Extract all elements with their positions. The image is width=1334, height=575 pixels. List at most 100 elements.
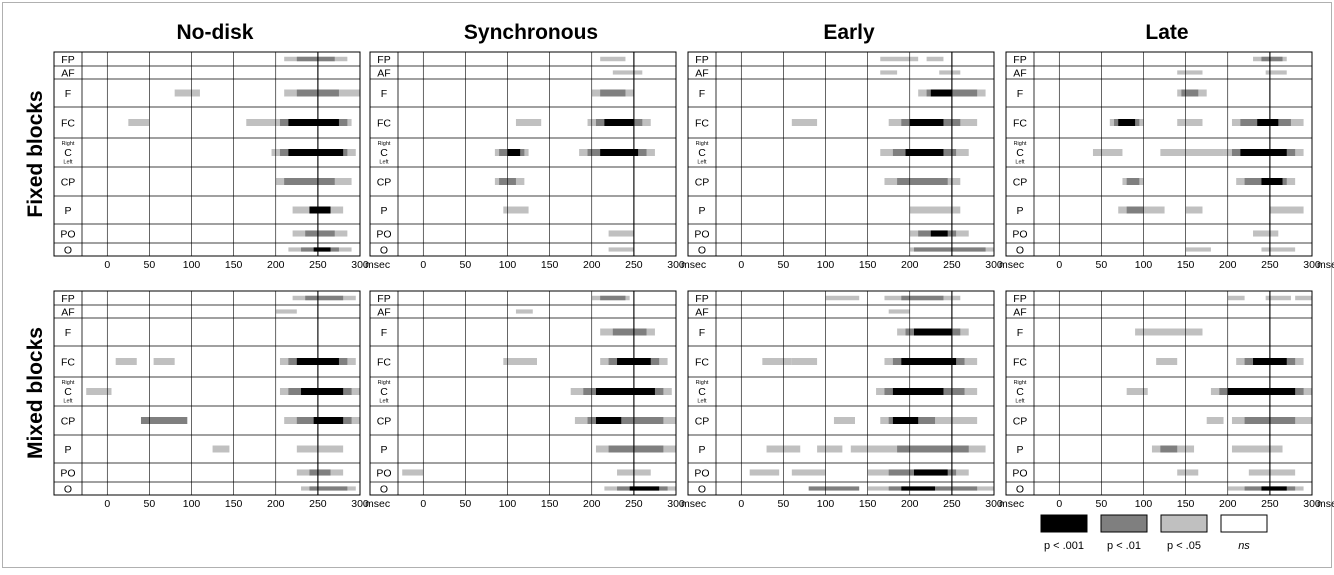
row-label-o: O [1016, 483, 1024, 495]
sig-bar-o-p01 [309, 486, 348, 491]
x-tick-label: 0 [1056, 259, 1062, 271]
row-label-fp: FP [61, 293, 74, 305]
sig-bar-fc-p05 [791, 119, 818, 126]
row-label-cp: CP [377, 415, 392, 427]
row-label-fc: FC [61, 117, 75, 129]
row-label-f: F [381, 88, 387, 100]
row-label-f: F [1017, 88, 1023, 100]
row-label-right: Right [696, 141, 709, 147]
row-label-fp: FP [695, 293, 708, 305]
sig-bar-fc-p05 [128, 119, 150, 126]
sig-bar-fp-p01 [296, 56, 335, 62]
sig-bar-c-p05 [1092, 149, 1123, 156]
row-label-f: F [65, 88, 71, 100]
sig-bar-o-p01 [808, 486, 860, 491]
sig-bar-cp-p01 [1126, 178, 1140, 185]
x-tick-label: 250 [1261, 498, 1279, 510]
x-unit-label: msec [1317, 259, 1334, 271]
legend-label-p01: p < .01 [1107, 540, 1141, 552]
sig-bar-p-p05 [503, 206, 529, 214]
row-label-o: O [64, 244, 72, 256]
sig-bar-cp-p001 [595, 417, 622, 424]
row-label-po: PO [376, 467, 391, 479]
x-tick-label: 50 [144, 498, 156, 510]
row-label-p: P [1016, 205, 1023, 217]
row-label-c: C [698, 386, 706, 398]
row-label-left: Left [697, 399, 707, 405]
row-label-af: AF [61, 306, 74, 318]
panel-border [369, 290, 677, 496]
row-label-cp: CP [695, 415, 710, 427]
sig-bar-f-p001 [930, 89, 952, 97]
x-tick-label: 150 [1177, 259, 1195, 271]
x-tick-label: 50 [778, 498, 790, 510]
x-unit-label: msec [681, 498, 706, 510]
sig-bar-fp-p05 [1227, 295, 1245, 301]
sig-bar-fc-p05 [791, 358, 818, 365]
sig-bar-p-p05 [1185, 206, 1203, 214]
x-tick-label: 0 [104, 498, 110, 510]
row-label-right: Right [378, 380, 391, 386]
block-title-fixed-blocks: Fixed blocks [24, 90, 47, 217]
sig-bar-cp-p01 [587, 417, 664, 424]
x-unit-label: msec [365, 259, 390, 271]
sig-bar-o-p01 [913, 247, 986, 252]
row-label-po: PO [694, 467, 709, 479]
x-unit-label: msec [1317, 498, 1334, 510]
x-tick-label: 150 [225, 259, 243, 271]
sig-bar-f-p001 [913, 328, 952, 336]
sig-bar-o-p05 [1261, 247, 1296, 252]
x-tick-label: 300 [985, 498, 1003, 510]
row-label-cp: CP [377, 176, 392, 188]
x-tick-label: 50 [460, 259, 472, 271]
sig-bar-fc-p05 [115, 358, 137, 365]
sig-bar-c-p001 [288, 149, 344, 156]
x-tick-label: 200 [1219, 498, 1237, 510]
x-tick-label: 100 [1135, 259, 1153, 271]
condition-title-synchronous: Synchronous [464, 21, 598, 44]
legend-swatch-p01 [1100, 514, 1148, 533]
row-label-f: F [65, 327, 71, 339]
sig-bar-c-p05 [86, 388, 112, 395]
sig-bar-cp-p01 [140, 417, 188, 424]
x-tick-label: 0 [738, 498, 744, 510]
panel-border [687, 51, 995, 257]
x-tick-label: 100 [183, 498, 201, 510]
sig-bar-af-p05 [275, 309, 297, 314]
sig-bar-f-p05 [334, 89, 360, 97]
sig-bar-fc-p05 [246, 119, 280, 126]
row-label-fc: FC [1013, 117, 1027, 129]
row-label-fc: FC [1013, 356, 1027, 368]
panel-border [53, 290, 361, 496]
legend-layer: p < .001 p < .01 p < .05 ns [1040, 514, 1268, 552]
sig-bar-p-p01 [897, 445, 969, 453]
row-label-right: Right [62, 380, 75, 386]
row-label-right: Right [1014, 380, 1027, 386]
sig-bar-p-p05 [212, 445, 230, 453]
sig-bar-p-p05 [296, 445, 344, 453]
sig-bar-fc-p001 [1257, 119, 1279, 126]
sig-bar-fc-p05 [1156, 358, 1178, 365]
sig-bar-f-p01 [612, 328, 647, 336]
x-tick-label: 150 [859, 498, 877, 510]
sig-bar-po-p05 [749, 469, 780, 476]
x-tick-label: 100 [817, 498, 835, 510]
row-label-o: O [380, 483, 388, 495]
sig-bar-p-p01 [1126, 206, 1144, 214]
sig-bar-f-p01 [1181, 89, 1199, 97]
sig-bar-fp-p05 [825, 295, 860, 301]
x-tick-label: 250 [625, 498, 643, 510]
row-label-cp: CP [1013, 415, 1028, 427]
sig-bar-cp-p05 [1206, 417, 1224, 424]
row-label-fc: FC [695, 356, 709, 368]
row-label-o: O [698, 483, 706, 495]
condition-title-late: Late [1145, 21, 1188, 44]
sig-bar-af-p05 [939, 70, 961, 75]
x-tick-label: 100 [1135, 498, 1153, 510]
legend-swatch-p05 [1160, 514, 1208, 533]
sig-bar-cp-p001 [892, 417, 919, 424]
